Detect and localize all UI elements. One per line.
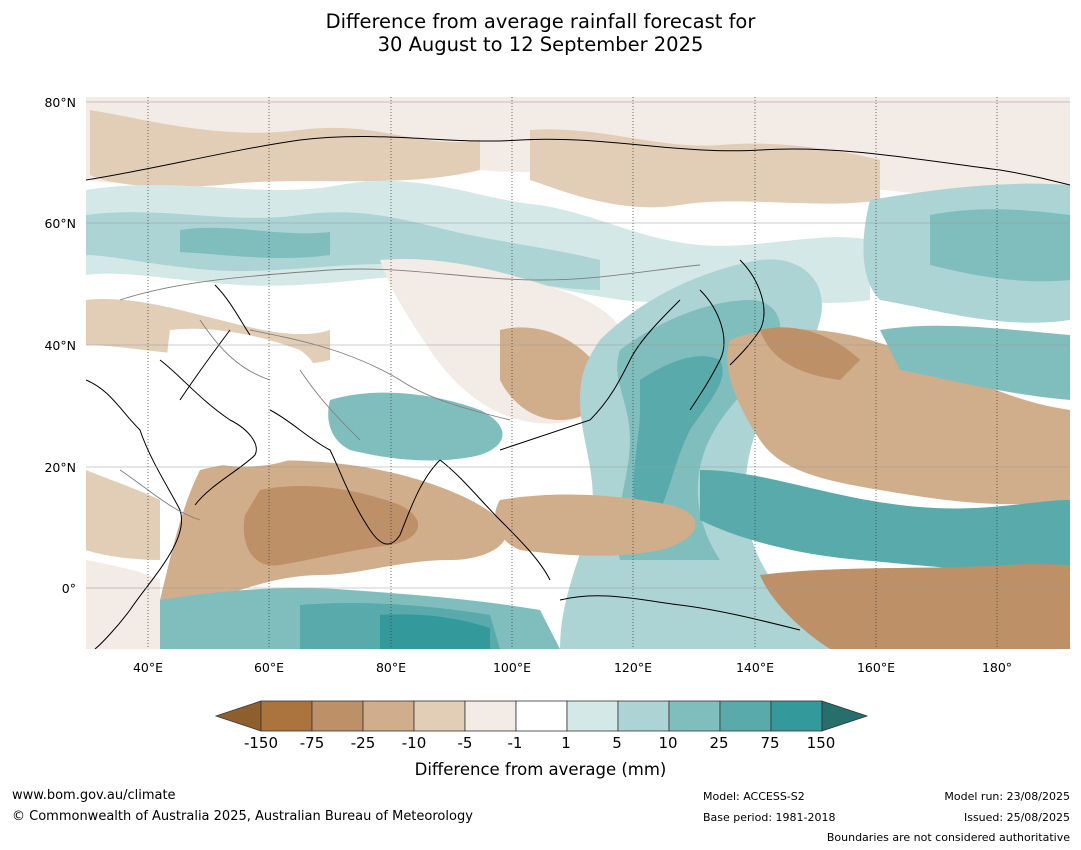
lat-label-0: 0° <box>61 581 76 596</box>
lon-label-120e: 120°E <box>613 660 652 675</box>
issued-text: Issued: 25/08/2025 <box>963 811 1070 824</box>
lon-label-160e: 160°E <box>856 660 895 675</box>
colorbar-bin <box>413 700 466 732</box>
colorbar-bin <box>464 700 517 732</box>
colorbar-tick-label: -25 <box>350 734 376 752</box>
colorbar-tick-label: -150 <box>243 734 279 752</box>
lat-label-80n: 80°N <box>44 95 76 110</box>
disclaimer-text: Boundaries are not considered authoritat… <box>826 831 1070 844</box>
colorbar-tick-label: 150 <box>806 734 836 752</box>
latitude-gridlines <box>86 101 1070 589</box>
colorbar-bin <box>770 700 823 732</box>
colorbar-bin <box>668 700 721 732</box>
lon-label-100e: 100°E <box>492 660 531 675</box>
country-borders <box>119 264 701 521</box>
colorbar-tick-label: -10 <box>401 734 427 752</box>
lon-label-40e: 40°E <box>132 660 164 675</box>
colorbar-bin <box>719 700 772 732</box>
title-line-1: Difference from average rainfall forecas… <box>325 10 756 33</box>
coastlines <box>86 135 1070 649</box>
lat-label-40n: 40°N <box>44 338 76 353</box>
colorbar-tick-label: -5 <box>457 734 473 752</box>
lat-label-60n: 60°N <box>44 216 76 231</box>
lon-label-180: 180° <box>981 660 1013 675</box>
colorbar-bin <box>311 700 364 732</box>
title-line-2: 30 August to 12 September 2025 <box>377 33 704 56</box>
lon-label-60e: 60°E <box>253 660 285 675</box>
colorbar-max-arrow <box>821 700 869 732</box>
model-text: Model: ACCESS-S2 <box>703 790 805 803</box>
copyright-text: © Commonwealth of Australia 2025, Austra… <box>12 809 473 824</box>
longitude-gridlines <box>147 97 998 649</box>
colorbar-title: Difference from average (mm) <box>414 760 667 779</box>
rainfall-anomaly-field <box>86 97 1070 649</box>
colorbar-bin <box>566 700 619 732</box>
lat-label-20n: 20°N <box>44 460 76 475</box>
colorbar-bin <box>362 700 415 732</box>
lon-label-80e: 80°E <box>375 660 407 675</box>
base-period-text: Base period: 1981-2018 <box>703 811 836 824</box>
colorbar-bin <box>617 700 670 732</box>
colorbar-tick-label: 5 <box>612 734 622 752</box>
colorbar <box>214 700 869 732</box>
colorbar-tick-label: 1 <box>561 734 571 752</box>
lon-label-140e: 140°E <box>735 660 774 675</box>
website-link[interactable]: www.bom.gov.au/climate <box>12 788 176 803</box>
colorbar-bin <box>260 700 313 732</box>
colorbar-tick-label: -75 <box>299 734 325 752</box>
colorbar-min-arrow <box>214 700 262 732</box>
model-run-text: Model run: 23/08/2025 <box>944 790 1070 803</box>
colorbar-tick-label: 25 <box>709 734 729 752</box>
colorbar-tick-label: 10 <box>658 734 678 752</box>
colorbar-tick-label: 75 <box>760 734 780 752</box>
colorbar-bin <box>515 700 568 732</box>
colorbar-tick-label: -1 <box>507 734 523 752</box>
